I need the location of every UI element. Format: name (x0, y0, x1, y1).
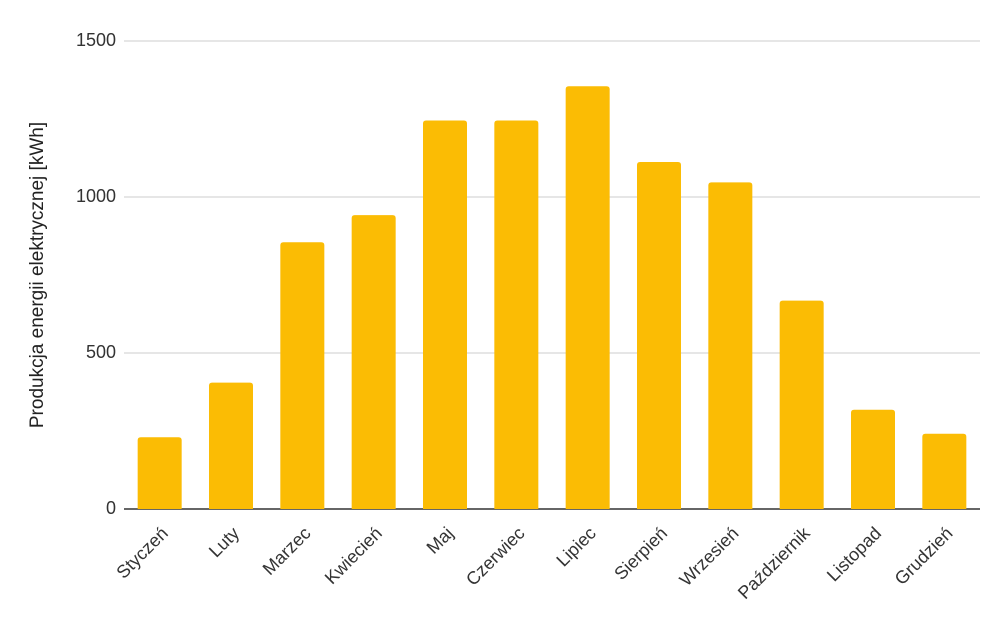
x-tick-label: Lipiec (552, 523, 599, 570)
x-tick-label: Listopad (823, 523, 885, 585)
bar (351, 215, 396, 509)
bar (565, 86, 610, 510)
x-axis-ticks: Styczeń Luty Marzec Kwiecień Maj Czerwiec Lipi… (112, 522, 956, 603)
bar (423, 120, 467, 509)
x-tick-label: Sierpień (610, 523, 671, 584)
x-tick-label: Styczeń (112, 523, 171, 582)
bar (137, 437, 182, 509)
y-axis-ticks: 0 500 1000 1500 (76, 30, 116, 518)
bar (708, 182, 753, 509)
x-tick-label: Czerwiec (462, 523, 528, 589)
x-tick-label: Wrzesień (676, 523, 743, 590)
y-tick-label: 500 (86, 342, 116, 362)
bar (494, 120, 539, 509)
y-tick-label: 0 (106, 498, 116, 518)
y-tick-label: 1000 (76, 186, 116, 206)
bar (637, 162, 681, 509)
y-tick-label: 1500 (76, 30, 116, 50)
bar (209, 382, 253, 509)
x-tick-label: Kwiecień (321, 523, 386, 588)
x-tick-label: Marzec (259, 523, 315, 579)
x-tick-label: Grudzień (891, 523, 957, 589)
bars (137, 86, 967, 510)
x-tick-label: Październik (734, 522, 815, 603)
x-tick-label: Luty (205, 523, 243, 561)
gridlines (124, 40, 980, 510)
bar (779, 300, 824, 509)
bar (851, 409, 895, 509)
x-tick-label: Maj (423, 523, 458, 558)
bar (280, 242, 325, 510)
y-axis-title: Produkcja energii elektrycznej [kWh] (27, 122, 48, 428)
bar (922, 433, 967, 509)
